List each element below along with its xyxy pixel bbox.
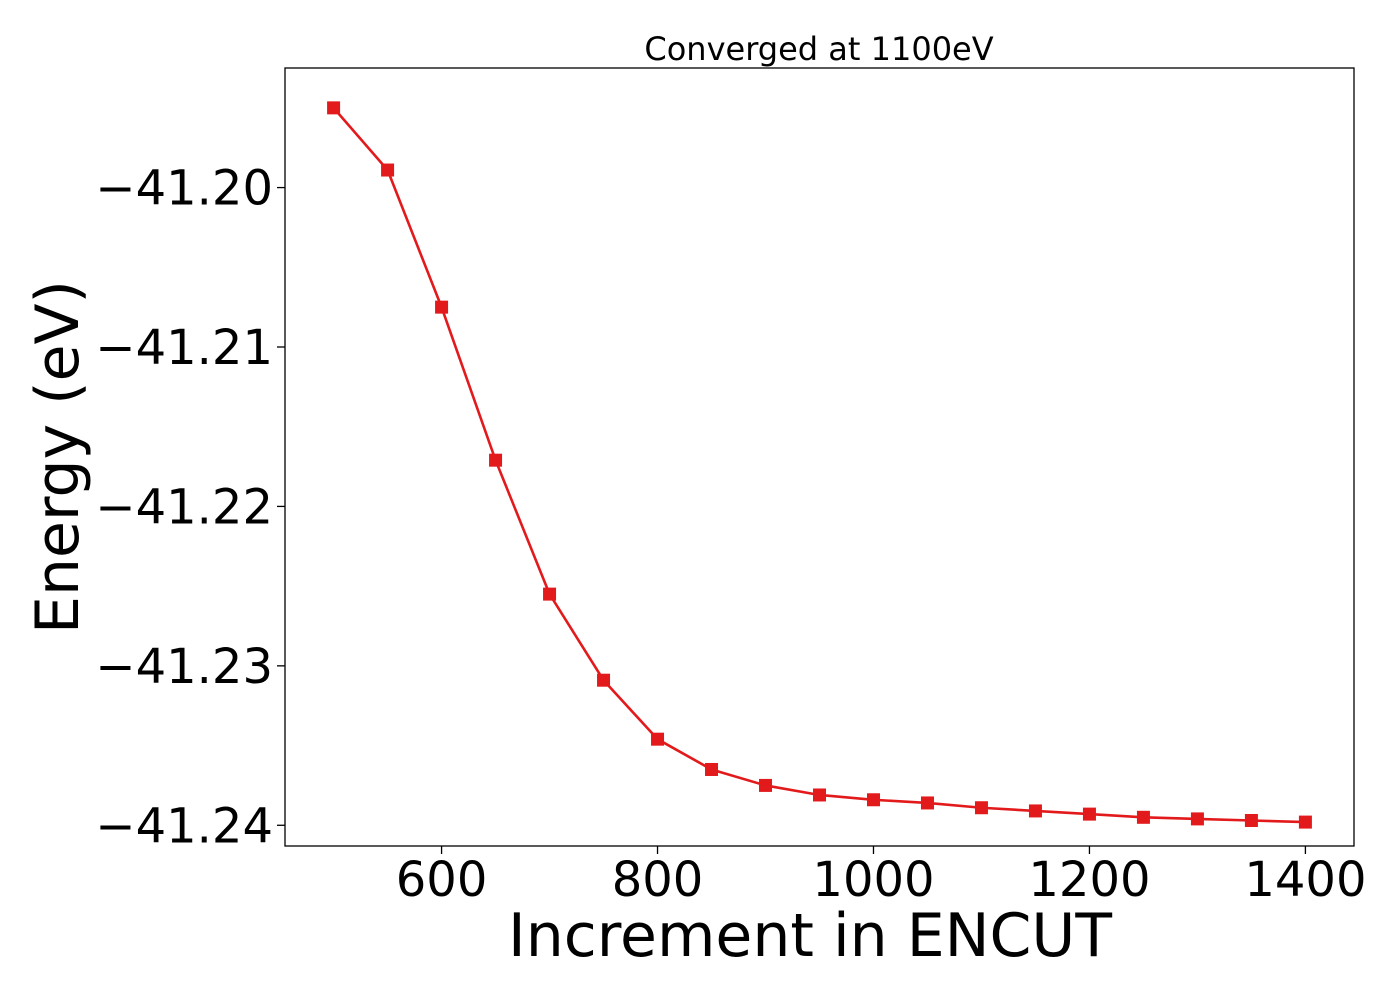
y-tick-label: −41.24 — [95, 798, 273, 854]
x-tick-label: 800 — [612, 852, 704, 908]
data-point-marker — [759, 778, 773, 792]
data-point-marker — [705, 762, 719, 776]
data-point-marker — [1298, 815, 1312, 829]
data-point-marker — [1244, 813, 1258, 827]
data-point-marker — [435, 300, 449, 314]
x-tick-label: 600 — [396, 852, 488, 908]
data-point-marker — [813, 788, 826, 802]
data-point-marker — [381, 163, 395, 177]
x-tick-label: 1000 — [812, 852, 934, 908]
y-axis: −41.20 −41.21 −41.22 −41.23 −41.24 — [95, 161, 285, 854]
chart-title: Converged at 1100eV — [644, 30, 993, 68]
y-tick-label: −41.21 — [95, 320, 273, 376]
series-line — [332, 107, 1306, 824]
energy-series — [327, 101, 1312, 829]
plot-area-frame — [284, 67, 1355, 847]
y-tick-label: −41.22 — [95, 479, 273, 535]
data-point-marker — [543, 587, 557, 601]
y-tick-label: −41.20 — [95, 161, 273, 217]
data-point-marker — [327, 101, 341, 115]
data-point-marker — [1190, 812, 1204, 826]
data-point-marker — [1082, 807, 1096, 821]
x-axis-label: Increment in ENCUT — [508, 901, 1112, 971]
data-point-marker — [1028, 804, 1042, 818]
data-point-marker — [489, 453, 503, 467]
data-point-marker — [866, 793, 880, 807]
y-tick-label: −41.23 — [95, 639, 273, 695]
data-point-marker — [597, 673, 611, 687]
y-axis-label: Energy (eV) — [23, 280, 93, 634]
x-tick-label: 1400 — [1244, 852, 1366, 908]
data-point-marker — [1136, 810, 1150, 824]
data-point-marker — [920, 796, 934, 810]
data-point-marker — [651, 732, 665, 746]
x-tick-label: 1200 — [1028, 852, 1150, 908]
x-axis: 600 800 1000 1200 1400 — [396, 846, 1366, 908]
data-point-marker — [974, 801, 988, 815]
